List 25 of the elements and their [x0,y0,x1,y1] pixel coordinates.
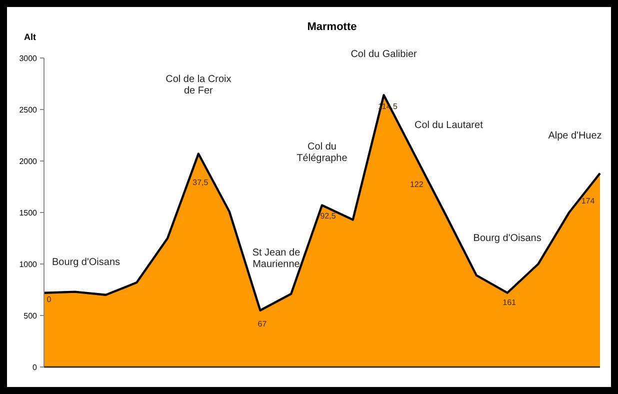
annotation: 114,5 [378,102,398,112]
annotation: Bourg d'Oisans [52,256,120,268]
y-tick-label: 3000 [19,54,38,63]
y-tick-label: 0 [32,362,38,372]
chart-title: Marmotte [307,21,357,33]
annotation: St Jean de Maurienne [252,247,301,270]
annotation: 92,5 [320,211,336,220]
annotation: Col du Lautaret [414,120,484,131]
y-tick-label: 500 [24,311,38,320]
y-tick-label: 2500 [19,105,38,114]
annotation: 122 [410,180,424,189]
annotation: Col du Galibier [350,49,418,60]
y-tick-label: 2000 [19,156,38,166]
annotation: 0 [46,294,52,304]
annotation: 161 [502,298,517,307]
annotation: Bourg d'Oisans [473,232,542,244]
annotation: 37,5 [192,178,209,187]
annotation: Col de la Croix de Fer [166,74,232,96]
annotation: Col du Télégraphe [296,141,348,164]
annotation: Alpe d'Huez [548,130,602,142]
annotation: 67 [258,319,268,328]
y-tick-label: 1000 [19,260,38,269]
annotation: 174 [581,196,596,206]
y-axis-title: Alt [24,32,36,42]
y-tick-label: 1500 [19,208,38,218]
